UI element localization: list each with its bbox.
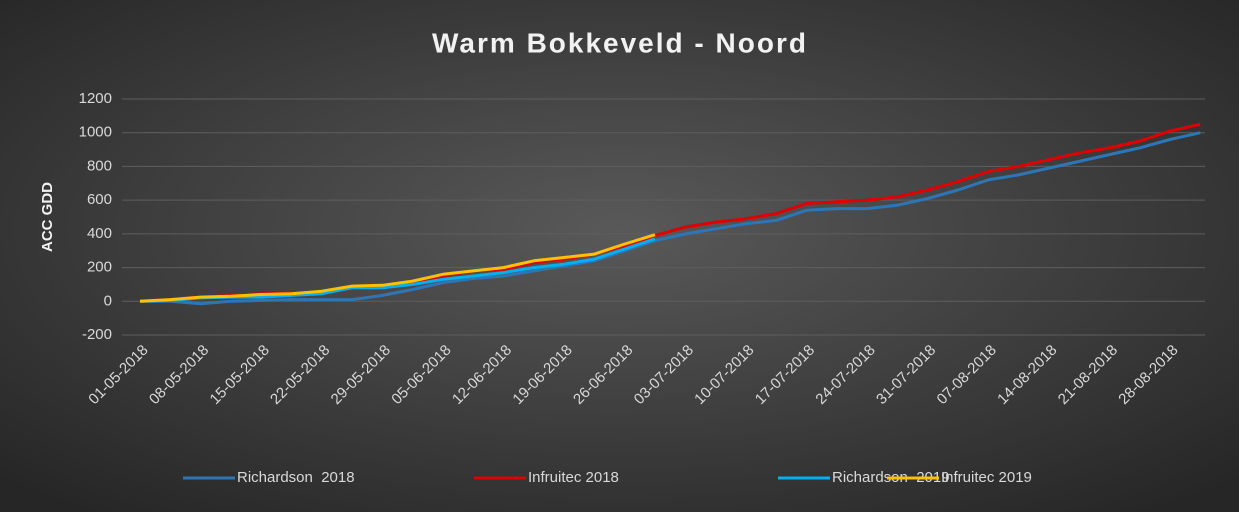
y-tick-label: 1200 — [79, 90, 112, 107]
y-tick-label: 400 — [87, 225, 112, 242]
y-tick-label: 0 — [104, 292, 112, 309]
legend-label: Infruitec 2018 — [528, 469, 619, 486]
y-tick-label: 800 — [87, 157, 112, 174]
chart-title: Warm Bokkeveld - Noord — [432, 27, 808, 58]
y-tick-label: 200 — [87, 259, 112, 276]
y-axis-label: ACC GDD — [39, 182, 56, 252]
y-tick-label: 600 — [87, 191, 112, 208]
y-tick-label: 1000 — [79, 124, 112, 141]
series-line — [140, 131, 1201, 306]
legend-label: Richardson 2018 — [237, 469, 355, 486]
y-tick-label: -200 — [82, 326, 112, 343]
series-line — [139, 233, 656, 303]
legend-label: Infruitec 2019 — [941, 469, 1032, 486]
